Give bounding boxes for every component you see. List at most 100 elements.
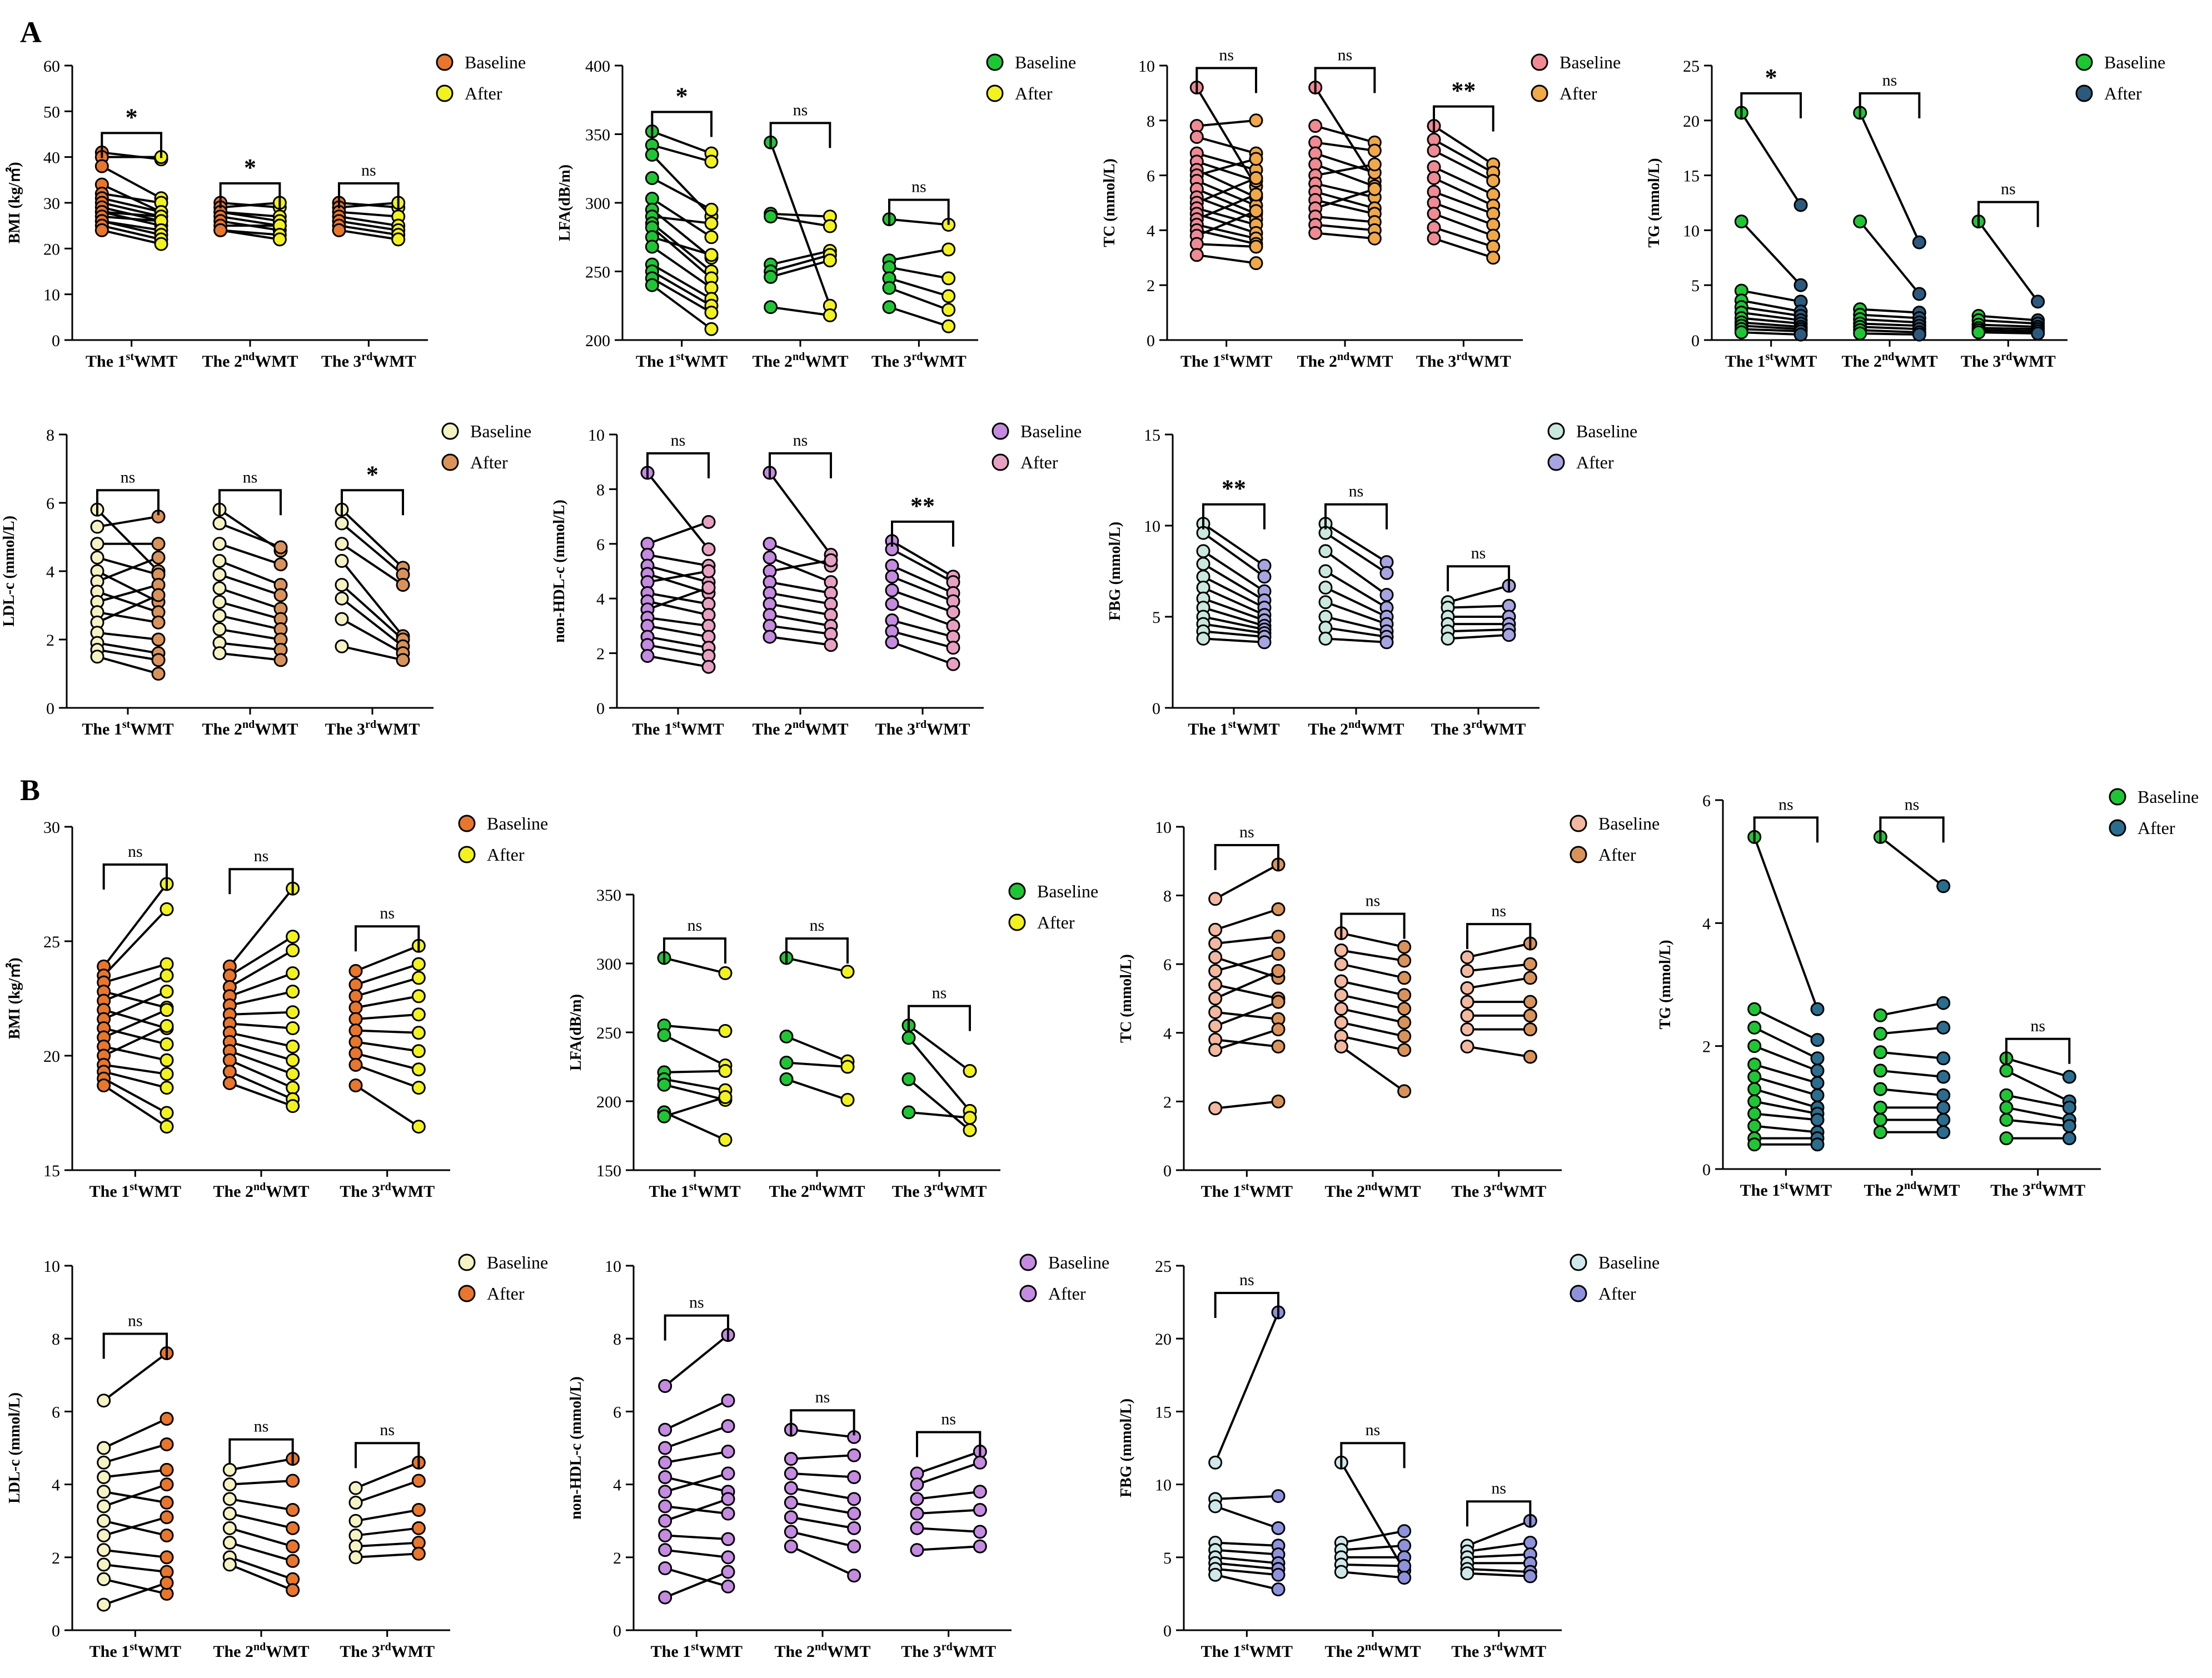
pair-line bbox=[230, 1480, 293, 1486]
chart-7: 0 5 10 15 FBG (mmol/L) The 1stWMT ** The 2ndWMT… bbox=[1107, 421, 1637, 738]
x-tick-label: The 2ndWMT bbox=[1864, 1180, 1960, 1200]
after-point bbox=[154, 237, 168, 251]
baseline-point bbox=[1196, 557, 1210, 571]
after-point bbox=[704, 248, 719, 262]
pair-line bbox=[103, 1025, 167, 1057]
x-tick-label: The 3rdWMT bbox=[1961, 351, 2056, 371]
y-tick-label: 0 bbox=[52, 332, 60, 350]
after-point bbox=[1271, 1040, 1286, 1054]
after-point bbox=[1523, 971, 1537, 985]
after-point bbox=[704, 230, 719, 244]
pair-line bbox=[891, 575, 954, 602]
baseline-point bbox=[94, 223, 109, 237]
after-point bbox=[2031, 326, 2045, 341]
pair-line bbox=[1880, 1088, 1944, 1097]
y-tick-label: 6 bbox=[52, 1403, 60, 1421]
baseline-point bbox=[885, 597, 899, 611]
baseline-point bbox=[763, 537, 777, 551]
after-point bbox=[1397, 940, 1412, 954]
pair-line bbox=[1753, 836, 1819, 1010]
pair-line bbox=[769, 636, 831, 646]
pair-line bbox=[769, 556, 831, 583]
baseline-point bbox=[97, 1528, 111, 1542]
y-tick-label: 40 bbox=[43, 149, 60, 167]
after-point bbox=[411, 1044, 426, 1058]
significance-bracket bbox=[96, 489, 160, 516]
baseline-point bbox=[1873, 1082, 1887, 1096]
pair-line bbox=[651, 226, 713, 279]
baseline-point bbox=[910, 1477, 924, 1492]
pair-line bbox=[1315, 188, 1375, 209]
pair-line bbox=[1203, 576, 1265, 609]
significance-label: ns bbox=[1366, 1421, 1381, 1439]
pair-line bbox=[220, 215, 280, 227]
pair-line bbox=[1447, 633, 1509, 640]
legend-baseline-label: Baseline bbox=[487, 813, 548, 833]
y-tick-label: 2 bbox=[596, 645, 605, 663]
baseline-point bbox=[1318, 544, 1333, 558]
pair-line bbox=[647, 655, 709, 668]
pair-line bbox=[1197, 253, 1257, 264]
pair-line bbox=[1315, 163, 1375, 177]
after-point bbox=[1810, 1002, 1825, 1016]
pair-line bbox=[891, 619, 954, 638]
y-tick-label: 30 bbox=[43, 194, 60, 213]
y-tick-label: 0 bbox=[1691, 332, 1700, 350]
after-point bbox=[151, 653, 166, 667]
baseline-point bbox=[335, 554, 349, 568]
pair-line bbox=[1315, 191, 1375, 209]
pair-line bbox=[1203, 630, 1265, 638]
legend-after-label: After bbox=[470, 452, 508, 472]
pair-line bbox=[341, 645, 403, 661]
pair-line bbox=[101, 219, 162, 236]
pair-line bbox=[647, 553, 709, 567]
after-point bbox=[151, 615, 166, 630]
legend-baseline-label: Baseline bbox=[487, 1252, 548, 1272]
pair-line bbox=[1341, 1021, 1405, 1037]
after-point bbox=[721, 1419, 735, 1434]
pair-line bbox=[103, 1520, 167, 1537]
pair-line bbox=[355, 1063, 420, 1089]
pair-line bbox=[1315, 124, 1375, 144]
baseline-point bbox=[348, 1046, 363, 1061]
after-point bbox=[411, 1007, 426, 1022]
pair-line bbox=[1978, 319, 2038, 325]
baseline-point bbox=[90, 537, 104, 551]
pair-line bbox=[103, 1578, 167, 1595]
after-point bbox=[847, 1506, 861, 1521]
x-tick-label: The 1stWMT bbox=[1201, 1181, 1293, 1201]
pair-line bbox=[355, 1052, 419, 1071]
pair-line bbox=[1467, 1541, 1531, 1553]
after-point bbox=[1271, 930, 1286, 944]
baseline-point bbox=[348, 1000, 363, 1015]
after-point bbox=[286, 930, 300, 944]
pair-line bbox=[103, 1084, 168, 1128]
pair-line bbox=[1978, 331, 2038, 335]
pair-line bbox=[103, 1549, 167, 1559]
after-point bbox=[1271, 1521, 1286, 1535]
pair-line bbox=[2006, 1118, 2070, 1127]
x-tick-label: The 2ndWMT bbox=[1297, 351, 1393, 371]
legend-after-label: After bbox=[1020, 452, 1058, 472]
after-point bbox=[1271, 1582, 1286, 1597]
pair-line bbox=[1433, 166, 1494, 196]
after-point bbox=[1367, 143, 1382, 158]
y-axis-label: LDL-c (mmol/L) bbox=[1, 516, 18, 627]
legend-baseline-marker bbox=[986, 53, 1004, 71]
baseline-point bbox=[1747, 1039, 1762, 1053]
pair-line bbox=[1202, 523, 1266, 567]
baseline-point bbox=[222, 1492, 237, 1506]
after-point bbox=[941, 303, 956, 317]
x-tick-label: The 2ndWMT bbox=[213, 1641, 309, 1661]
after-point bbox=[847, 1569, 861, 1583]
after-point bbox=[721, 1445, 735, 1459]
pair-line bbox=[1467, 942, 1531, 958]
baseline-point bbox=[1427, 171, 1441, 186]
pair-line bbox=[1196, 223, 1257, 240]
after-point bbox=[273, 540, 288, 555]
pair-line bbox=[1214, 863, 1279, 900]
baseline-point bbox=[348, 1550, 363, 1565]
after-point bbox=[1397, 1002, 1412, 1016]
pair-line bbox=[338, 202, 398, 209]
after-point bbox=[1249, 239, 1263, 254]
